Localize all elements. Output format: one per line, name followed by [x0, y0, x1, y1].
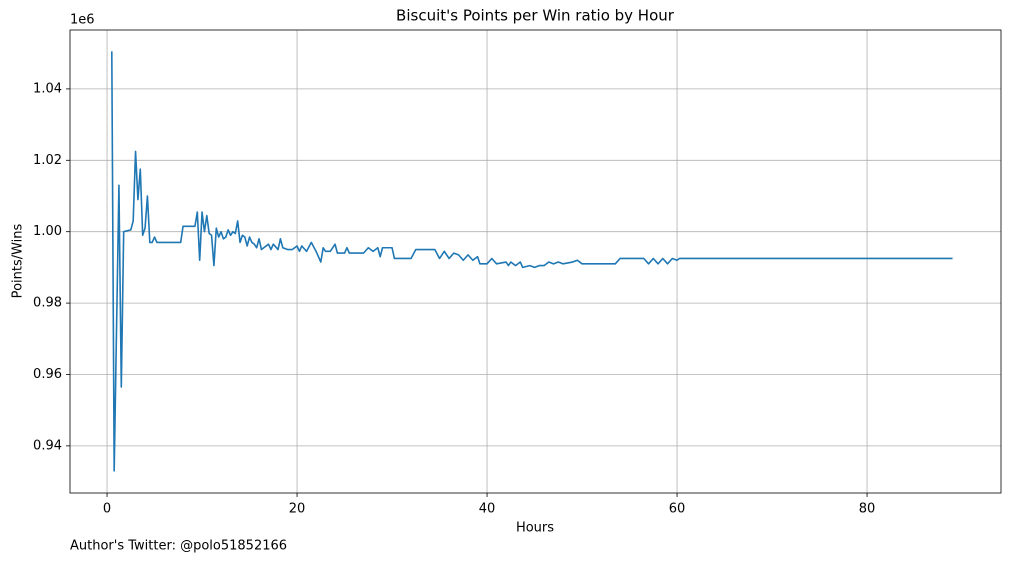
y-tick-label: 1.02: [33, 153, 62, 168]
x-tick-label: 0: [103, 502, 111, 517]
x-tick-label: 40: [479, 502, 496, 517]
y-tick-label: 0.98: [33, 296, 62, 311]
y-tick-label: 1.04: [33, 81, 62, 96]
data-line: [111, 51, 953, 472]
y-tick-label: 1.00: [33, 224, 62, 239]
y-offset-label: 1e6: [70, 13, 95, 28]
chart-title: Biscuit's Points per Win ratio by Hour: [396, 7, 675, 25]
x-axis-label: Hours: [516, 521, 554, 536]
footer: Author's Twitter: @polo51852166: [70, 539, 287, 554]
x-tick-label: 20: [289, 502, 306, 517]
x-tick-label: 80: [859, 502, 876, 517]
x-tick-label: 60: [669, 502, 686, 517]
plot-frame: [69, 29, 1002, 494]
y-tick-label: 0.96: [33, 367, 62, 382]
y-axis-label: Points/Wins: [11, 223, 26, 298]
y-tick-label: 0.94: [33, 438, 62, 453]
